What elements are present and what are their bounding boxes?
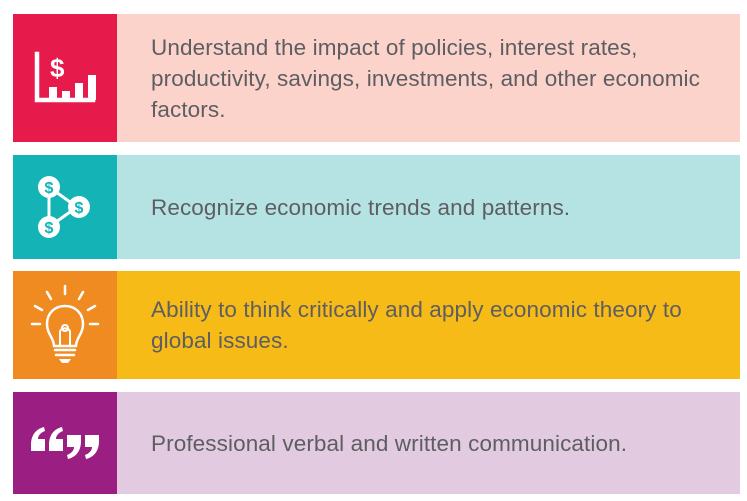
row-text: Professional verbal and written communic… [151,430,628,456]
icon-cell [13,392,117,494]
quotation-marks-icon [27,423,103,463]
svg-text:$: $ [50,53,65,83]
icon-cell: $ $ $ [13,155,117,259]
svg-text:$: $ [75,200,84,217]
row-communication: Professional verbal and written communic… [13,392,740,494]
icon-cell: $ [13,14,117,142]
svg-text:$: $ [45,220,54,237]
row-text: Ability to think critically and apply ec… [151,297,682,353]
dollar-bar-chart-icon: $ [29,48,101,108]
lightbulb-icon [27,282,103,368]
svg-text:$: $ [45,180,54,197]
text-cell: Professional verbal and written communic… [117,392,740,494]
icon-cell [13,271,117,379]
text-cell: Ability to think critically and apply ec… [117,271,740,379]
row-economic-factors: $ Understand the impact of policies, int… [13,14,740,142]
dollar-network-icon: $ $ $ [27,169,103,245]
row-text: Understand the impact of policies, inter… [151,34,700,122]
text-cell: Understand the impact of policies, inter… [117,14,740,142]
text-cell: Recognize economic trends and patterns. [117,155,740,259]
row-text: Recognize economic trends and patterns. [151,194,571,220]
row-critical-thinking: Ability to think critically and apply ec… [13,271,740,379]
row-economic-trends: $ $ $ Recognize economic trends and patt… [13,155,740,259]
